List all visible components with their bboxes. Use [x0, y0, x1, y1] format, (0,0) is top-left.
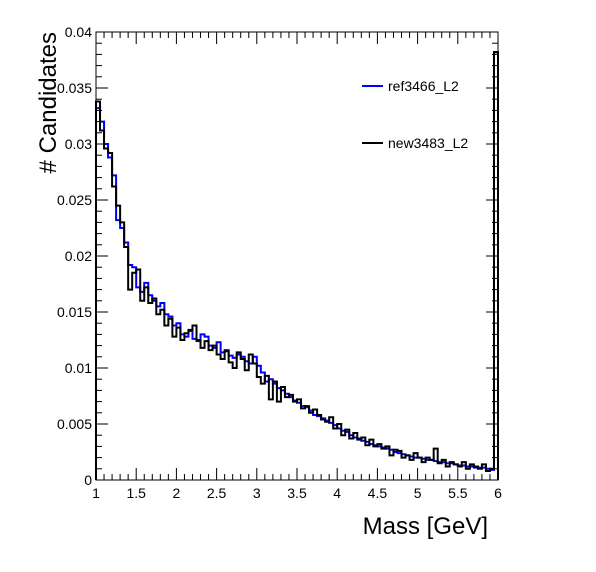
y-tick-label: 0.025: [57, 192, 92, 208]
legend-label: new3483_L2: [388, 135, 468, 151]
y-tick-label: 0.035: [57, 80, 92, 96]
y-tick-label: 0: [84, 472, 92, 488]
series-ref-line: [95, 51, 499, 480]
y-tick-label: 0.02: [65, 248, 92, 264]
x-tick-label: 4.5: [368, 485, 388, 501]
series-new-line: [95, 51, 499, 480]
legend-label: ref3466_L2: [388, 78, 459, 94]
x-tick-label: 3: [253, 485, 261, 501]
y-tick-label: 0.005: [57, 416, 92, 432]
y-tick-label: 0.04: [65, 24, 92, 40]
x-tick-label: 2: [173, 485, 181, 501]
x-tick-label: 1: [92, 485, 100, 501]
x-tick-label: 4: [333, 485, 341, 501]
x-tick-label: 3.5: [287, 485, 307, 501]
x-axis-title: Mass [GeV]: [363, 513, 488, 540]
y-axis-title: # Candidates: [35, 32, 62, 173]
y-tick-label: 0.01: [65, 360, 92, 376]
x-tick-label: 1.5: [126, 485, 146, 501]
plot-frame: [95, 31, 499, 481]
x-axis: 1 1.5 2 2.5 3 3.5 4 4.5 5 5.5 6: [92, 32, 502, 501]
y-tick-label: 0.03: [65, 136, 92, 152]
series-layer: [95, 51, 499, 480]
x-tick-label: 6: [494, 485, 502, 501]
y-tick-label: 0.015: [57, 304, 92, 320]
legend: ref3466_L2 new3483_L2: [362, 78, 468, 151]
x-tick-label: 5.5: [448, 485, 468, 501]
x-tick-label: 2.5: [207, 485, 227, 501]
x-tick-label: 5: [414, 485, 422, 501]
